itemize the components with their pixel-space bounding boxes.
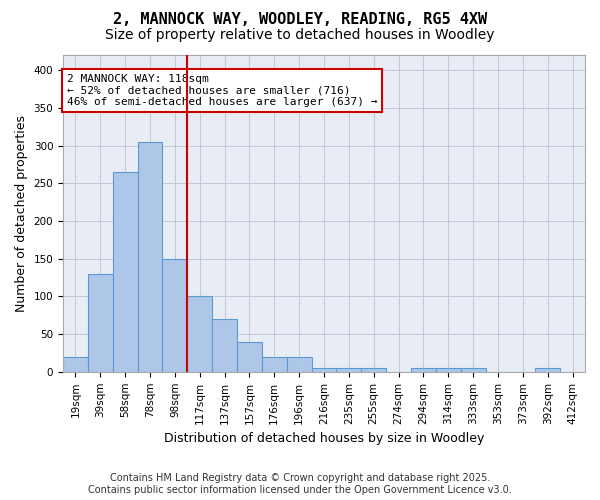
Bar [163, 258, 187, 372]
Bar [361, 368, 386, 372]
Bar [113, 172, 137, 372]
Text: Size of property relative to detached houses in Woodley: Size of property relative to detached ho… [105, 28, 495, 42]
Bar [337, 368, 361, 372]
Bar [137, 142, 163, 372]
Bar [63, 356, 88, 372]
Bar [187, 296, 212, 372]
Text: Contains HM Land Registry data © Crown copyright and database right 2025.
Contai: Contains HM Land Registry data © Crown c… [88, 474, 512, 495]
Bar [88, 274, 113, 372]
Bar [411, 368, 436, 372]
Text: 2 MANNOCK WAY: 118sqm
← 52% of detached houses are smaller (716)
46% of semi-det: 2 MANNOCK WAY: 118sqm ← 52% of detached … [67, 74, 377, 107]
Bar [212, 319, 237, 372]
Y-axis label: Number of detached properties: Number of detached properties [15, 115, 28, 312]
X-axis label: Distribution of detached houses by size in Woodley: Distribution of detached houses by size … [164, 432, 484, 445]
Bar [287, 356, 311, 372]
Bar [436, 368, 461, 372]
Bar [262, 356, 287, 372]
Bar [311, 368, 337, 372]
Bar [535, 368, 560, 372]
Bar [237, 342, 262, 372]
Bar [461, 368, 485, 372]
Text: 2, MANNOCK WAY, WOODLEY, READING, RG5 4XW: 2, MANNOCK WAY, WOODLEY, READING, RG5 4X… [113, 12, 487, 28]
